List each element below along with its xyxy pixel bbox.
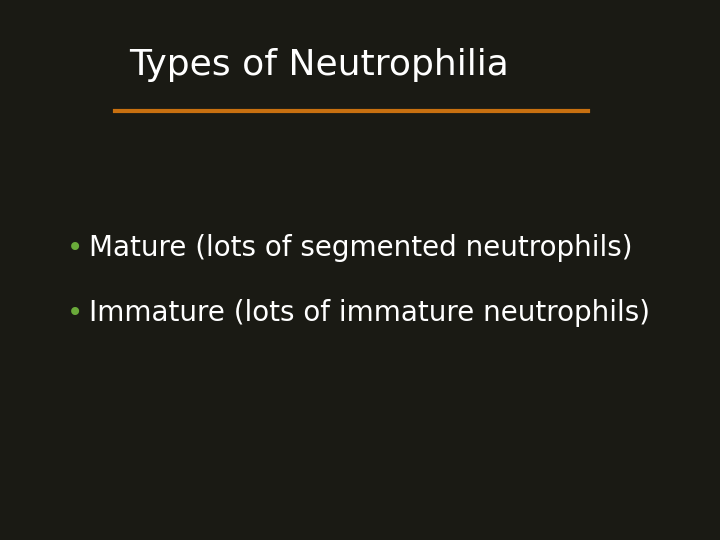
Text: Mature (lots of segmented neutrophils): Mature (lots of segmented neutrophils) [89,234,633,262]
Text: •: • [67,234,83,262]
Text: Types of Neutrophilia: Types of Neutrophilia [130,48,509,82]
Text: •: • [67,299,83,327]
Text: Immature (lots of immature neutrophils): Immature (lots of immature neutrophils) [89,299,650,327]
